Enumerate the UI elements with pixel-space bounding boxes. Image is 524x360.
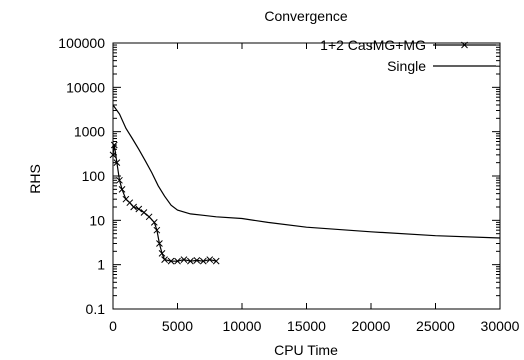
data-point [206,256,214,263]
plot-frame [112,42,501,310]
data-point [187,257,194,265]
x-tick-label: 5000 [162,318,193,334]
legend-label-single: Single [387,58,426,74]
legend: 1+2 CasMG+MG Single [320,37,496,74]
data-point [199,257,207,265]
series-line-0 [112,144,217,262]
data-point [118,185,126,193]
data-point [180,256,188,263]
x-tick-label: 10000 [223,318,262,334]
plot-area [109,104,501,265]
x-tick-label: 20000 [352,318,391,334]
data-point [116,176,123,184]
data-point [130,203,137,211]
x-axis-ticks: 0 5000 10000 15000 20000 25000 30000 [109,43,520,334]
legend-marker-casmg-2 [461,41,468,49]
y-tick-label: 1000 [74,124,105,140]
data-point [161,256,168,263]
data-point [135,205,143,213]
data-point [167,257,175,265]
x-tick-label: 0 [109,318,117,334]
legend-label-casmg: 1+2 CasMG+MG [320,37,426,53]
y-tick-label: 100000 [58,35,105,51]
data-point [153,226,161,234]
data-point [140,209,148,216]
x-tick-label: 25000 [416,318,455,334]
y-axis-ticks: 0.1 1 10 100 1000 10000 100000 [58,35,500,317]
y-tick-label: 0.1 [86,301,106,317]
y-tick-label: 10 [89,212,105,228]
data-point [193,257,201,264]
data-point [156,240,163,247]
y-tick-label: 10000 [66,79,105,95]
data-point [158,249,166,257]
data-point [174,257,181,265]
x-tick-label: 30000 [481,318,520,334]
data-point [212,257,220,265]
y-tick-label: 1 [97,257,105,273]
x-axis-label: CPU Time [274,342,338,358]
data-point [113,159,121,167]
data-point [150,219,158,226]
x-tick-label: 15000 [287,318,326,334]
data-point [110,141,118,149]
y-axis-label: RHS [27,164,43,194]
y-tick-label: 100 [82,168,106,184]
series-line-1 [112,104,501,239]
chart-title: Convergence [264,8,347,24]
data-point [145,213,153,221]
